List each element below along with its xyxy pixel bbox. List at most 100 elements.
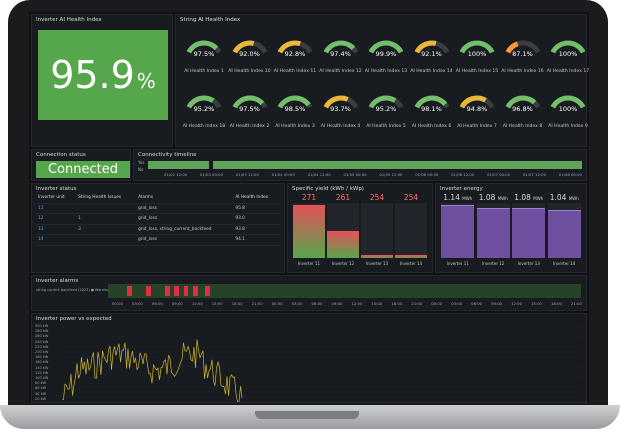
- gauge-value: 93.7%: [330, 105, 351, 113]
- timeline-tick: 01/05 00:00: [343, 172, 367, 177]
- connection-status-badge: Connected: [36, 161, 130, 178]
- table-row[interactable]: 11 grid_loss 95.8: [35, 203, 280, 214]
- power-y-tick: 260 kW: [35, 334, 49, 339]
- gauge-label: AI Health Index 7: [457, 124, 497, 129]
- cell-alarms: grid_loss: [135, 234, 233, 246]
- gauge-value: 87.1%: [512, 50, 533, 58]
- gauge: 95.2% AI Health Index 5: [364, 88, 408, 134]
- gauge-value: 92.8%: [284, 50, 306, 58]
- gauge-label: AI Health Index 18: [182, 124, 226, 129]
- gauge-label: AI Health Index 1: [184, 69, 224, 74]
- bar-fill: [476, 207, 510, 258]
- alarm-event[interactable]: [183, 286, 189, 296]
- alarm-tick: 00:00: [112, 301, 123, 306]
- timeline-tick: 01/04 00:00: [271, 172, 295, 177]
- alarm-event[interactable]: [204, 286, 210, 296]
- table-header-row: Inverter unit String Health Issues Alarm…: [35, 193, 280, 204]
- alarm-event[interactable]: [174, 286, 179, 296]
- alarm-tick: 21:00: [411, 301, 423, 306]
- bar-value: 1.04: [549, 193, 567, 202]
- alarm-tick: 09:00: [331, 301, 343, 306]
- bar-unit: MWh: [568, 196, 579, 201]
- gauge-label: AI Health Index 9: [548, 124, 588, 129]
- string-health-title: String AI Health Index: [180, 17, 241, 23]
- gauge-value: 97.5%: [239, 105, 260, 113]
- alarm-event[interactable]: [145, 286, 151, 296]
- gauge-label: AI Health Index 5: [366, 124, 406, 129]
- gauge-label: AI Health Index 6: [411, 124, 452, 129]
- bar-unit: MWh: [497, 196, 508, 201]
- cell-unit: 14: [35, 234, 76, 246]
- gauge-label: AI Health Index 15: [455, 69, 499, 74]
- bar-fill: [293, 204, 325, 258]
- alarm-event[interactable]: [126, 286, 132, 296]
- timeline-ticks: 01/02 12:00 01/03 00:00 01/03 12:00 01/04 0…: [164, 172, 582, 177]
- gauge: 99.9% AI Health Index 13: [364, 33, 408, 79]
- power-y-tick: 240 kW: [35, 339, 49, 344]
- power-y-tick: 120 kW: [35, 370, 49, 375]
- gauge: 97.4% AI Health Index 12: [319, 33, 363, 79]
- gauge-label: AI Health Index 10: [228, 69, 271, 74]
- gauge: 96.8% AI Health Index 8: [501, 88, 545, 134]
- gauge-label: AI Health Index 16: [501, 69, 544, 74]
- power-y-tick: 20 kW: [35, 396, 47, 401]
- cell-index: 94.1: [232, 234, 280, 246]
- inverter-status-panel: Inverter status Inverter unit String Hea…: [31, 183, 285, 273]
- gauge: 98.5% AI Health Index 3: [273, 88, 317, 134]
- bar-column: 271 Inverter 11: [293, 193, 325, 266]
- alarm-event[interactable]: [164, 286, 171, 296]
- alarm-tick: 03:00: [451, 301, 463, 306]
- gauge-value: 96.8%: [512, 105, 533, 113]
- gauge-label: AI Health Index 3: [275, 124, 315, 129]
- bar-value: 254: [403, 193, 419, 202]
- col-alarms[interactable]: Alarms: [135, 193, 233, 204]
- gauge: 95.2% AI Health Index 18: [182, 88, 226, 134]
- bar-label: Inverter 13: [365, 261, 389, 266]
- col-ai-health[interactable]: AI Health Index: [232, 193, 280, 204]
- col-string-issues[interactable]: String Health Issues: [75, 193, 136, 204]
- alarms-panel: Inverter alarms string current backfeed …: [31, 275, 587, 311]
- gauge: 100% AI Health Index 9: [546, 88, 589, 134]
- col-inverter-unit[interactable]: Inverter unit: [35, 193, 76, 204]
- inverter-status-title: Inverter status: [36, 186, 77, 192]
- bar-label: Inverter 12: [331, 261, 355, 266]
- table-row[interactable]: 12 1 grid_loss 93.0: [35, 213, 280, 225]
- alarm-tick: 15:00: [531, 301, 542, 306]
- inverter-energy-panel: Inverter energy 1.14 MWh Inverter 11 1.08 …: [435, 183, 587, 273]
- table-row[interactable]: 13 3 grid_loss, string_current_backfeed 93.…: [35, 224, 280, 235]
- bar-label: Inverter 14: [553, 261, 576, 266]
- timeline-tick: 01/07 12:00: [522, 172, 546, 177]
- alarm-event[interactable]: [193, 286, 198, 296]
- inverter-status-table: Inverter unit String Health Issues Alarm…: [35, 193, 280, 246]
- bar-fill: [327, 231, 359, 258]
- laptop-frame: Inverter AI Health Index 95.9 % String A…: [8, 0, 608, 413]
- gauge: 87.1% AI Health Index 16: [501, 33, 545, 79]
- cell-issues: 1: [75, 213, 136, 225]
- power-y-tick: 180 kW: [35, 355, 49, 360]
- power-y-tick: 40 kW: [35, 391, 47, 396]
- gauge-value: 95.2%: [193, 105, 215, 113]
- bar-column: 1.08 MWh Inverter 12: [476, 193, 510, 266]
- power-panel: Inverter power vs expected 300 kW 280 kW 2…: [31, 313, 587, 403]
- power-y-tick: 140 kW: [35, 365, 49, 370]
- bar-column: 261 Inverter 12: [327, 193, 359, 266]
- gauge: 100% AI Health Index 15: [455, 33, 499, 79]
- power-y-tick: 200 kW: [35, 350, 49, 354]
- inverter-health-stat: 95.9 %: [38, 30, 168, 120]
- alarm-tick: 18:00: [391, 301, 403, 306]
- inverter-energy-title: Inverter energy: [440, 186, 483, 192]
- timeline-tick: 01/05 12:00: [379, 172, 403, 177]
- connection-panel: Connection status Connected: [31, 149, 131, 181]
- power-y-tick: 60 kW: [35, 386, 47, 391]
- table-row[interactable]: 14 grid_loss 94.1: [35, 234, 280, 246]
- bar-value: 1.08: [514, 193, 531, 202]
- bar-value: 261: [335, 193, 351, 202]
- bar-column: 1.08 MWh Inverter 13: [512, 193, 546, 266]
- gauge-label: AI Health Index 12: [319, 69, 362, 74]
- timeline-row-no: No: [138, 167, 144, 172]
- cell-alarms: grid_loss, string_current_backfeed: [135, 224, 233, 235]
- gauge-label: AI Health Index 2: [229, 124, 270, 129]
- bar-unit: MWh: [533, 196, 544, 201]
- gauge: 94.8% AI Health Index 7: [455, 88, 499, 134]
- alarm-tick: 21:00: [570, 301, 582, 306]
